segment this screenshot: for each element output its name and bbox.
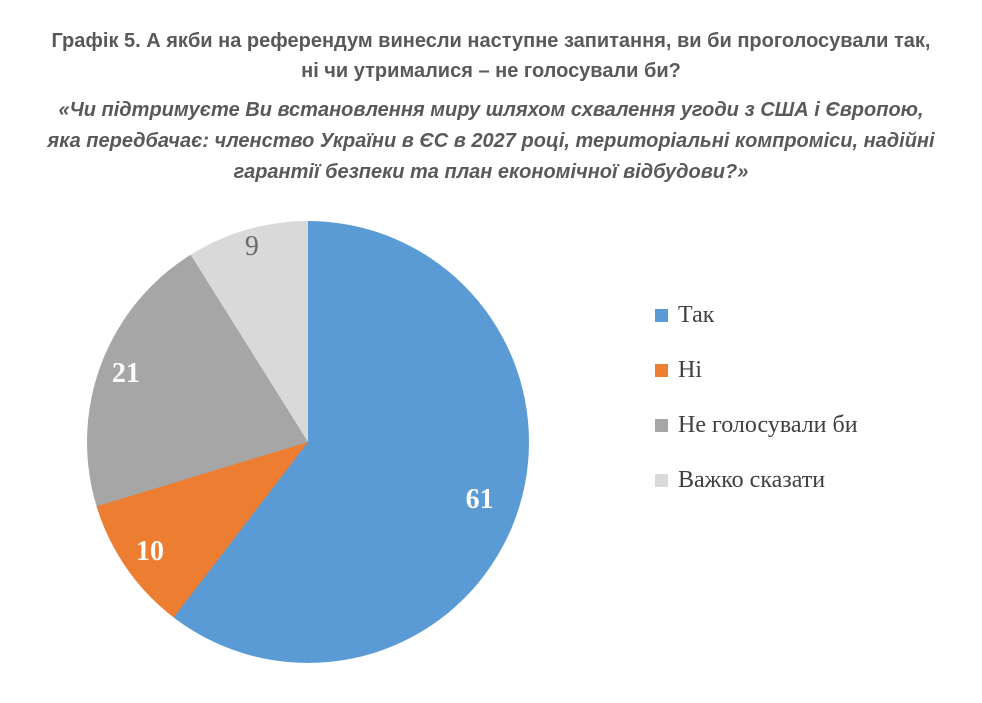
- chart-title: Графік 5. А якби на референдум винесли н…: [51, 30, 931, 82]
- chart-subtitle: «Чи підтримуєте Ви встановлення миру шля…: [47, 99, 935, 183]
- legend-item-hard-to-say: Важко сказати: [655, 465, 858, 495]
- legend-label-yes: Так: [678, 301, 715, 328]
- pie-chart: 61 10 21 9: [87, 221, 529, 663]
- pie-slice-label-hard-to-say: 9: [244, 230, 259, 262]
- legend-label-would-not-vote: Не голосували би: [678, 411, 858, 438]
- legend-label-hard-to-say: Важко сказати: [678, 466, 826, 493]
- pie-slice-label-yes: 61: [465, 484, 494, 516]
- legend-item-yes: Так: [655, 300, 858, 330]
- legend-swatch-would-not-vote: [655, 418, 668, 432]
- legend-item-would-not-vote: Не голосували би: [655, 410, 858, 440]
- chart-header: Графік 5. А якби на референдум винесли н…: [0, 0, 982, 188]
- pie-slice-label-no: 10: [136, 535, 165, 567]
- legend-swatch-hard-to-say: [655, 473, 668, 487]
- legend: Так Ні Не голосували би Важко сказати: [655, 300, 858, 520]
- legend-item-no: Ні: [655, 355, 858, 385]
- legend-swatch-yes: [655, 308, 668, 322]
- pie-slice-label-would-not-vote: 21: [111, 357, 140, 389]
- legend-swatch-no: [655, 363, 668, 377]
- legend-label-no: Ні: [678, 356, 702, 383]
- pie-graphic: [87, 221, 529, 663]
